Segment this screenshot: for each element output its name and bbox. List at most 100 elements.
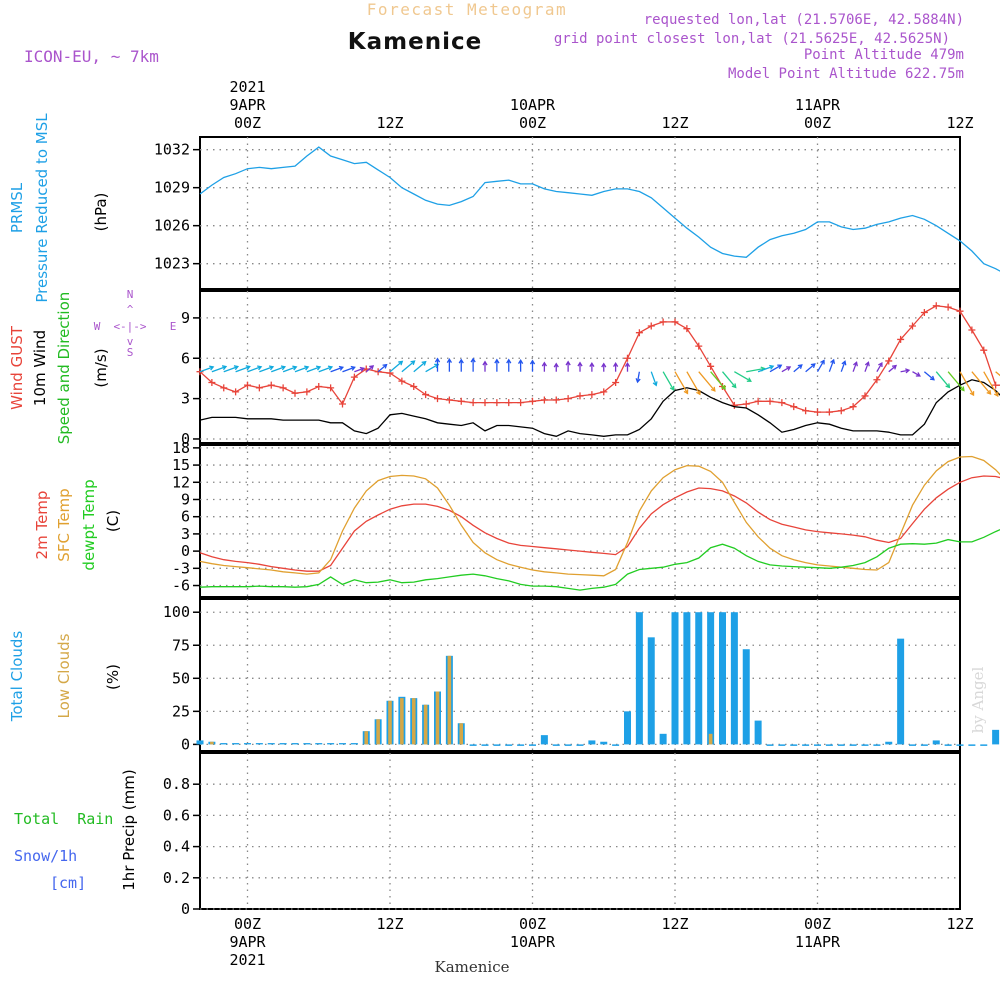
wind-arrow-head bbox=[721, 384, 726, 390]
gust-marker bbox=[398, 377, 406, 385]
gust-marker bbox=[220, 384, 228, 392]
gust-marker bbox=[683, 325, 691, 333]
gust-marker bbox=[469, 399, 477, 407]
total-cloud-bar bbox=[837, 744, 845, 746]
gust-marker bbox=[315, 383, 323, 391]
wind-arrow-head bbox=[915, 372, 921, 377]
wind-arrow bbox=[650, 371, 657, 386]
compass-s: S bbox=[127, 346, 134, 359]
total-clouds-label: Total Clouds bbox=[8, 631, 26, 723]
wind-arrow-head bbox=[327, 365, 334, 371]
wind-arrow bbox=[342, 366, 355, 373]
wind-arrow-head bbox=[280, 365, 287, 371]
total-cloud-bar bbox=[659, 733, 667, 745]
gust-marker bbox=[445, 396, 453, 404]
total-cloud-bar bbox=[909, 744, 916, 746]
top-time-label: 00Z bbox=[519, 114, 546, 132]
wind-arrow bbox=[935, 371, 950, 388]
footer-location: Kamenice bbox=[435, 958, 510, 976]
gust-marker bbox=[814, 408, 821, 416]
gust-marker bbox=[410, 383, 418, 391]
wind-arrow bbox=[805, 363, 816, 373]
compass-rose: N ^ <-|-> W E v S bbox=[94, 288, 177, 359]
total-cloud-bar bbox=[564, 744, 572, 746]
gust-marker bbox=[707, 362, 715, 370]
gust-marker bbox=[861, 392, 869, 400]
top-time-label: 00Z bbox=[804, 114, 831, 132]
dewpt-label: dewpt Temp bbox=[80, 479, 98, 570]
gust-marker bbox=[600, 388, 608, 396]
wind-arrow-head bbox=[769, 364, 775, 370]
total-cloud-bar bbox=[956, 744, 964, 746]
wind-arrow-head bbox=[777, 364, 783, 370]
snow-label: Snow/1h bbox=[14, 847, 77, 865]
gust-marker bbox=[350, 373, 358, 381]
bottom-time-label: 12Z bbox=[946, 915, 973, 933]
compass-n-arrow: ^ bbox=[127, 303, 134, 316]
total-cloud-bar bbox=[695, 612, 703, 745]
low-clouds-label: Low Clouds bbox=[55, 633, 73, 718]
gust-marker bbox=[422, 391, 430, 399]
top-time-label: 10APR bbox=[510, 96, 556, 114]
total-cloud-bar bbox=[588, 740, 596, 745]
wind-arrow-head bbox=[993, 391, 999, 398]
low-cloud-bar bbox=[388, 700, 392, 745]
top-time-label: 00Z bbox=[234, 114, 261, 132]
gust-marker bbox=[279, 384, 287, 392]
low-cloud-bar bbox=[376, 719, 380, 745]
info-point-altitude: Point Altitude 479m bbox=[804, 47, 964, 63]
series-line bbox=[199, 146, 1000, 272]
gust-marker bbox=[196, 368, 204, 376]
wind-arrow-head bbox=[506, 358, 512, 364]
total-cloud-bar bbox=[339, 743, 346, 745]
low-cloud-bar bbox=[423, 704, 428, 745]
total-cloud-bar bbox=[576, 744, 584, 746]
wind-arrow-head bbox=[434, 357, 441, 363]
gust-marker bbox=[992, 381, 1000, 389]
total-cloud-bar bbox=[624, 711, 631, 745]
y-tick-label: 1026 bbox=[154, 217, 190, 235]
gust-marker bbox=[671, 318, 679, 326]
gust-marker bbox=[564, 395, 572, 403]
top-time-label: 9APR bbox=[229, 96, 266, 114]
total-cloud-bar bbox=[635, 612, 643, 745]
wind-arrow bbox=[318, 366, 333, 373]
super-title: Forecast Meteogram bbox=[367, 0, 567, 19]
gust-marker bbox=[232, 388, 240, 396]
snow-unit-label: [cm] bbox=[50, 874, 86, 892]
wind-arrow-head bbox=[359, 366, 365, 372]
y-tick-label: 1029 bbox=[154, 179, 190, 197]
low-cloud-bar bbox=[708, 733, 713, 745]
wind-arrow bbox=[769, 364, 782, 373]
bottom-time-label: 11APR bbox=[795, 933, 841, 951]
info-grid-point: grid point closest lon,lat (21.5625E, 42… bbox=[554, 31, 950, 47]
gust-marker bbox=[327, 384, 335, 392]
total-cloud-bar bbox=[920, 744, 928, 746]
gust-marker bbox=[790, 403, 798, 411]
panel-frame bbox=[199, 598, 961, 752]
wind-arrow-head bbox=[233, 365, 240, 371]
wind-arrow-head bbox=[601, 362, 607, 368]
gust-marker bbox=[481, 399, 489, 407]
y-tick-label: -3 bbox=[172, 559, 190, 577]
wind-arrow bbox=[294, 366, 309, 373]
wind-arrow-head bbox=[398, 360, 404, 366]
gust-marker bbox=[303, 388, 311, 396]
y-tick-label: 100 bbox=[163, 603, 190, 621]
total-cloud-bar bbox=[540, 735, 548, 745]
t2m-label: 2m Temp bbox=[33, 491, 51, 560]
gust-marker bbox=[968, 326, 976, 334]
wind-arrow bbox=[888, 365, 897, 373]
wind-arrow-head bbox=[810, 363, 816, 368]
y-tick-label: 0 bbox=[181, 542, 190, 560]
series-line bbox=[199, 475, 1000, 572]
wind-arrow bbox=[793, 364, 803, 373]
wind-arrow bbox=[710, 371, 726, 390]
gust-marker bbox=[517, 399, 525, 407]
pressure-msl-label: Pressure Reduced to MSL bbox=[33, 113, 51, 303]
panel-frame bbox=[199, 290, 961, 444]
total-cloud-bar bbox=[244, 743, 251, 745]
gust-marker bbox=[920, 309, 928, 317]
